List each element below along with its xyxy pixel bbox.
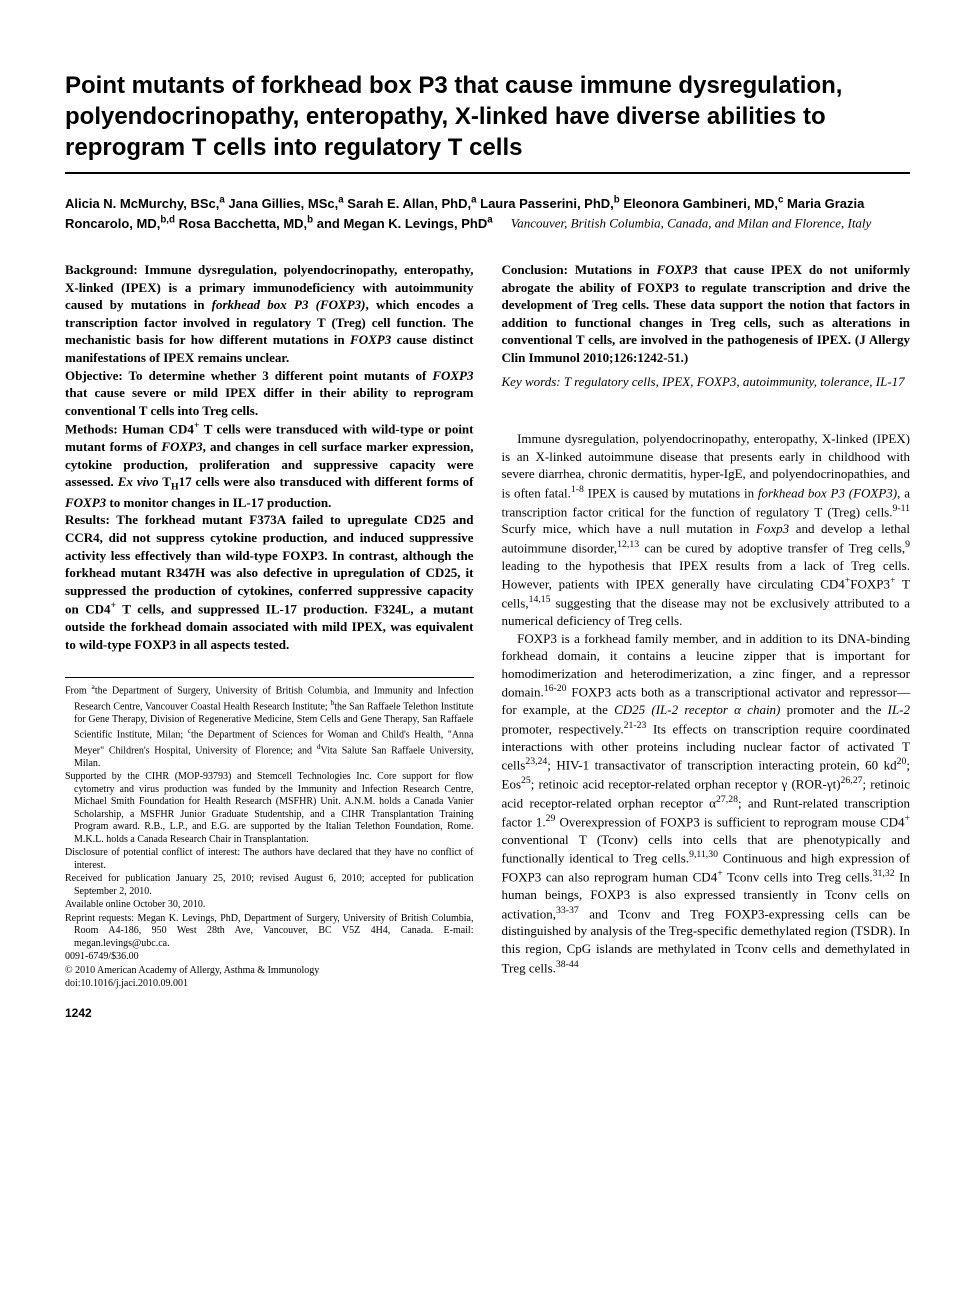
- abstract-objective: Objective: To determine whether 3 differ…: [65, 367, 474, 420]
- footnote-reprint: Reprint requests: Megan K. Levings, PhD,…: [65, 913, 474, 951]
- title-rule: [65, 172, 910, 174]
- footnote-from: From athe Department of Surgery, Univers…: [65, 682, 474, 770]
- abstract-background: Background: Immune dysregulation, polyen…: [65, 261, 474, 366]
- body-paragraph-1: Immune dysregulation, polyendocrinopathy…: [502, 430, 911, 630]
- page-number: 1242: [65, 1005, 474, 1021]
- article-title: Point mutants of forkhead box P3 that ca…: [65, 70, 910, 164]
- left-column: Background: Immune dysregulation, polyen…: [65, 261, 474, 1021]
- footnote-available: Available online October 30, 2010.: [65, 899, 474, 912]
- abstract-results: Results: The forkhead mutant F373A faile…: [65, 511, 474, 653]
- author-line: Alicia N. McMurchy, BSc,a Jana Gillies, …: [65, 194, 910, 234]
- body-paragraph-2: FOXP3 is a forkhead family member, and i…: [502, 630, 911, 977]
- footnote-copyright: © 2010 American Academy of Allergy, Asth…: [65, 965, 474, 978]
- abstract-conclusion: Conclusion: Mutations in FOXP3 that caus…: [502, 261, 911, 366]
- keywords-line: Key words: T regulatory cells, IPEX, FOX…: [502, 373, 911, 391]
- author-locations: Vancouver, British Columbia, Canada, and…: [511, 216, 872, 231]
- abstract-methods: Methods: Human CD4+ T cells were transdu…: [65, 419, 474, 511]
- footnote-supported: Supported by the CIHR (MOP-93793) and St…: [65, 771, 474, 846]
- right-column: Conclusion: Mutations in FOXP3 that caus…: [502, 261, 911, 1021]
- footnote-disclosure: Disclosure of potential conflict of inte…: [65, 847, 474, 872]
- footnote-received: Received for publication January 25, 201…: [65, 873, 474, 898]
- footnotes-block: From athe Department of Surgery, Univers…: [65, 677, 474, 991]
- two-column-layout: Background: Immune dysregulation, polyen…: [65, 261, 910, 1021]
- footnote-doi: doi:10.1016/j.jaci.2010.09.001: [65, 978, 474, 991]
- footnote-issn: 0091-6749/$36.00: [65, 951, 474, 964]
- body-text: Immune dysregulation, polyendocrinopathy…: [502, 430, 911, 976]
